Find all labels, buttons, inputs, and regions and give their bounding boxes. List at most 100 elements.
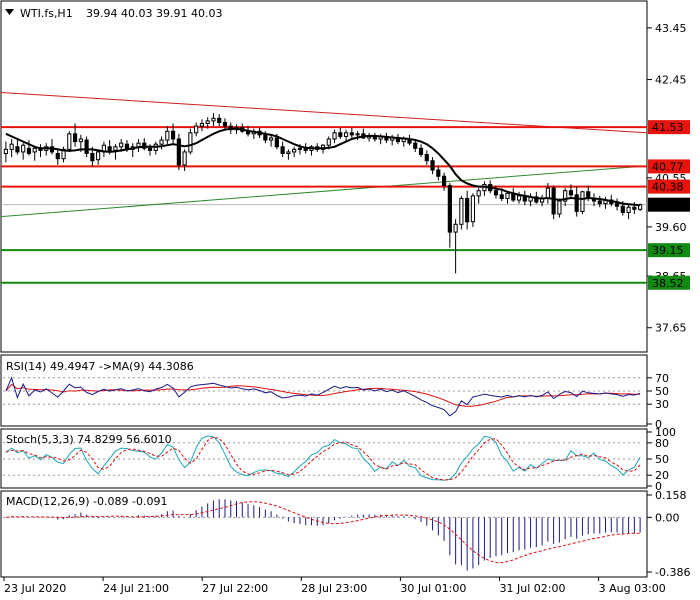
symbol-label: WTI.fs,H1 <box>20 7 73 20</box>
candle-body <box>26 147 32 154</box>
candle-body <box>476 190 481 197</box>
stoch-panel <box>3 435 643 481</box>
time-axis: 23 Jul 2020 24 Jul 21:00 27 Jul 22:00 28 Ju… <box>3 577 666 595</box>
candle-body <box>107 146 112 151</box>
candle-body <box>274 137 279 148</box>
candle-body <box>355 133 360 136</box>
time-tick-label: 23 Jul 2020 <box>4 582 66 595</box>
rsi-ma-line <box>5 383 641 407</box>
ohlc-values: 39.94 40.03 39.91 40.03 <box>86 7 222 20</box>
candle-body <box>119 142 124 148</box>
candle-body <box>84 139 89 154</box>
candle-body <box>470 195 475 223</box>
time-tick-label: 31 Jul 02:00 <box>500 582 566 595</box>
rsi-tick-label: 50 <box>655 385 669 398</box>
macd-header: MACD(12,26,9) -0.089 -0.091 <box>6 495 167 508</box>
candle-body <box>534 196 539 203</box>
candle-body <box>465 197 470 223</box>
candle-body <box>326 138 331 146</box>
macd-signal-line <box>5 501 641 564</box>
candle-body <box>551 187 556 215</box>
candle-body <box>9 143 14 150</box>
candle-body <box>447 185 452 233</box>
stoch-tick-label: 0 <box>655 480 662 493</box>
rsi-panel <box>3 376 643 417</box>
candle-body <box>55 152 60 160</box>
candle-body <box>96 151 101 161</box>
candle-body <box>332 132 337 140</box>
candle-body <box>269 137 274 141</box>
candle-body <box>182 151 187 166</box>
candle-body <box>90 152 95 162</box>
current-price-box <box>648 197 690 212</box>
candle-body <box>557 200 562 215</box>
candle-body <box>159 139 164 145</box>
candle-body <box>620 205 625 213</box>
candle-body <box>436 169 441 177</box>
candle-body <box>418 147 424 156</box>
macd-panel <box>3 499 643 571</box>
candle-body <box>505 192 510 199</box>
main-panel-frame <box>0 0 648 353</box>
candle-body <box>176 138 181 166</box>
candle-body <box>165 130 170 141</box>
candle-body <box>194 125 199 134</box>
candle-body <box>61 148 66 160</box>
candle-body <box>67 133 72 150</box>
macd-panel-frame <box>0 490 648 578</box>
level-label-box <box>648 243 690 258</box>
level-label-box <box>648 179 690 194</box>
candle-body <box>349 132 354 136</box>
candle-body <box>113 146 118 151</box>
candle-body <box>222 121 228 127</box>
stoch-signal-line <box>5 436 641 481</box>
candle-body <box>441 175 447 187</box>
candle-body <box>292 148 297 153</box>
price-panel <box>0 91 648 284</box>
price-tick-label: 43.45 <box>655 22 687 35</box>
level-label-box <box>648 275 690 290</box>
stoch-main-line <box>5 435 641 481</box>
time-tick-label: 30 Jul 01:00 <box>400 582 466 595</box>
price-tick-label: 37.65 <box>655 322 687 335</box>
candle-body <box>614 203 620 207</box>
stoch-tick-label: 100 <box>655 426 676 439</box>
candle-body <box>499 194 504 199</box>
symbol-dropdown-icon[interactable] <box>5 9 14 15</box>
candle-body <box>217 117 222 123</box>
candle-body <box>580 191 585 212</box>
price-tick-label: 42.45 <box>655 74 687 87</box>
candle-body <box>424 154 429 162</box>
time-tick-label: 3 Aug 03:00 <box>599 582 666 595</box>
candle-body <box>205 120 210 125</box>
candle-body <box>3 148 8 154</box>
macd-tick-label: -0.386 <box>655 566 690 579</box>
candle-body <box>430 160 435 171</box>
candle-body <box>516 195 522 201</box>
rsi-tick-label: 70 <box>655 372 669 385</box>
candle-body <box>568 190 574 196</box>
level-label: 41.53 <box>652 121 684 134</box>
stoch-tick-label: 80 <box>655 437 669 450</box>
candle-body <box>263 134 268 141</box>
candle-body <box>338 132 343 137</box>
time-tick-label: 24 Jul 21:00 <box>103 582 169 595</box>
candle-body <box>32 147 37 153</box>
candle-body <box>147 147 153 151</box>
candle-body <box>15 146 20 153</box>
candle-body <box>188 132 193 153</box>
level-label: 40.77 <box>652 160 684 173</box>
candle-body <box>459 197 464 225</box>
level-label-box <box>648 159 690 174</box>
candle-body <box>21 144 26 153</box>
macd-tick-label: 0.158 <box>655 489 687 502</box>
candle-body <box>343 132 349 137</box>
stoch-tick-label: 50 <box>655 453 669 466</box>
time-tick-label: 27 Jul 22:00 <box>202 582 268 595</box>
candle-body <box>38 148 43 151</box>
candle-body <box>211 117 216 122</box>
trendline-1 <box>0 165 648 218</box>
candle-body <box>574 194 579 212</box>
level-label: 39.15 <box>652 244 684 257</box>
